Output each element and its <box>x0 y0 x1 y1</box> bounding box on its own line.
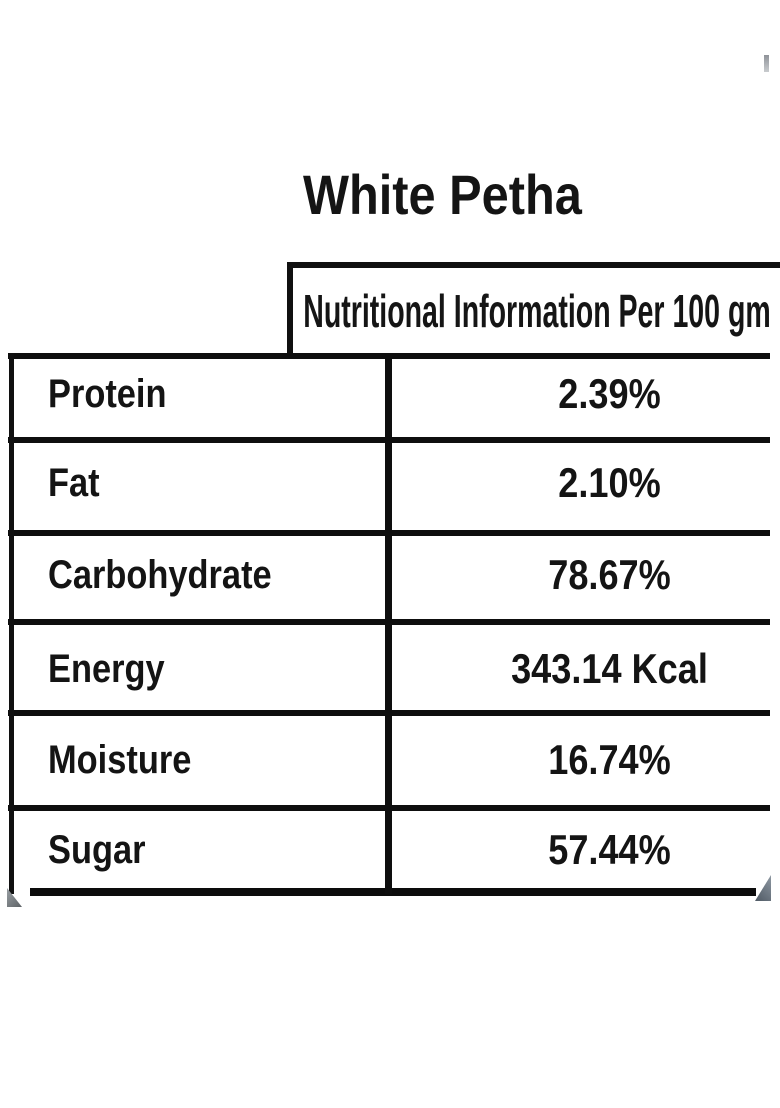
table-header-cell: Nutritional Information Per 100 gm <box>287 262 780 354</box>
row-value-energy: 343.14 Kcal <box>511 645 708 692</box>
row-value-moisture: 16.74% <box>548 736 671 783</box>
table-column-divider <box>385 353 392 894</box>
page-edge-tick-icon <box>764 55 769 72</box>
row-label-fat: Fat <box>48 461 100 505</box>
table-header-label: Nutritional Information Per 100 gm <box>302 285 771 337</box>
table-bottom-rule <box>30 888 756 896</box>
page-title: White Petha <box>303 163 582 226</box>
row-label-carbohydrate: Carbohydrate <box>48 553 272 597</box>
row-value-carbohydrate: 78.67% <box>548 551 671 598</box>
row-value-sugar: 57.44% <box>548 826 671 873</box>
row-label-sugar: Sugar <box>48 828 146 872</box>
row-label-energy: Energy <box>48 647 165 691</box>
row-label-moisture: Moisture <box>48 738 192 782</box>
row-label-protein: Protein <box>48 372 167 416</box>
row-value-protein: 2.39% <box>558 370 661 417</box>
page-curl-corner-icon <box>755 875 771 901</box>
row-value-fat: 2.10% <box>558 459 661 506</box>
table-left-border <box>9 353 14 894</box>
